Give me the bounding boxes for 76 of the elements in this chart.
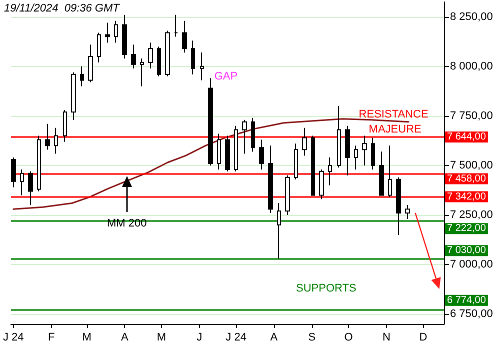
y-tick-label: 7 000,00	[450, 258, 493, 271]
candlestick	[174, 14, 178, 38]
ref-line-label: 7 458,00	[447, 173, 486, 184]
candlestick	[259, 139, 264, 170]
x-tick-label: F	[48, 332, 55, 344]
candlestick	[328, 157, 332, 186]
candlestick	[20, 168, 24, 196]
y-tick-label: 8 250,00	[450, 10, 493, 23]
y-tick-label: 7 250,00	[450, 209, 493, 222]
candlestick	[379, 151, 384, 196]
candlestick	[63, 109, 67, 142]
candlestick	[105, 22, 110, 44]
candlestick	[251, 117, 255, 152]
candlestick	[388, 145, 392, 198]
candlestick	[37, 135, 41, 192]
x-tick-label: J 24	[2, 332, 24, 344]
candlestick	[319, 168, 324, 200]
x-tick-label: M	[82, 332, 92, 344]
candlestick	[45, 123, 50, 150]
candlestick	[337, 106, 341, 168]
candlestick	[234, 125, 238, 172]
ref-line-label: 7 644,00	[447, 131, 486, 142]
candlestick	[88, 44, 93, 83]
annotation: GAP	[214, 70, 238, 82]
candlestick	[182, 20, 187, 54]
candlestick	[131, 44, 136, 69]
candlestick	[242, 119, 247, 154]
ref-line-label: 7 030,00	[447, 245, 486, 256]
candlestick	[225, 135, 230, 172]
candlestick	[362, 135, 367, 166]
x-tick-label: N	[382, 332, 391, 344]
candlestick	[165, 30, 170, 77]
candlestick	[396, 176, 401, 236]
candlestick	[28, 170, 33, 206]
candlestick	[11, 157, 16, 188]
candlestick	[294, 143, 298, 180]
candlestick	[54, 127, 58, 154]
candlestick	[302, 127, 307, 156]
candlestick	[345, 125, 350, 176]
candlestick	[217, 133, 221, 170]
x-tick-label: M	[156, 332, 166, 344]
y-tick-label: 6 750,00	[450, 308, 493, 320]
candlestick	[97, 32, 101, 63]
candlestick	[80, 66, 84, 87]
annotation: SUPPORTS	[296, 282, 356, 294]
annotation: RESISTANCE MAJEURE	[358, 108, 432, 136]
x-tick-label: J	[196, 332, 202, 344]
candlestick	[208, 78, 213, 166]
candlestick	[311, 135, 315, 196]
x-tick-label: D	[419, 332, 428, 344]
ref-line-label: 7 342,00	[447, 191, 486, 202]
x-tick-label: J 24	[226, 332, 246, 344]
y-tick-label: 8 000,00	[450, 60, 493, 72]
candlestick	[285, 174, 290, 216]
y-tick-label: 7 500,00	[450, 159, 493, 172]
candlestick	[122, 14, 127, 59]
candlestick	[191, 40, 195, 75]
x-tick-label: A	[121, 332, 130, 344]
candlestick	[114, 20, 118, 44]
candlestick	[148, 42, 153, 69]
candlestick	[268, 145, 273, 214]
candlestick	[200, 52, 204, 81]
x-tick-label: S	[308, 332, 316, 344]
x-tick-label: A	[270, 332, 278, 344]
ref-line-label: 7 222,00	[447, 223, 486, 234]
x-tick-label: O	[344, 332, 354, 344]
candlestick	[405, 204, 410, 220]
candlestick	[354, 145, 358, 170]
annotation: 19/11/2024 09:36 GMT	[4, 2, 121, 14]
candlestick	[71, 72, 76, 120]
y-tick-label: 7 750,00	[450, 110, 493, 122]
candlestick	[157, 46, 161, 77]
candlestick	[277, 202, 281, 260]
ref-line-label: 6 774,00	[447, 294, 486, 306]
candlestick	[371, 137, 375, 170]
candlestick	[140, 58, 144, 87]
